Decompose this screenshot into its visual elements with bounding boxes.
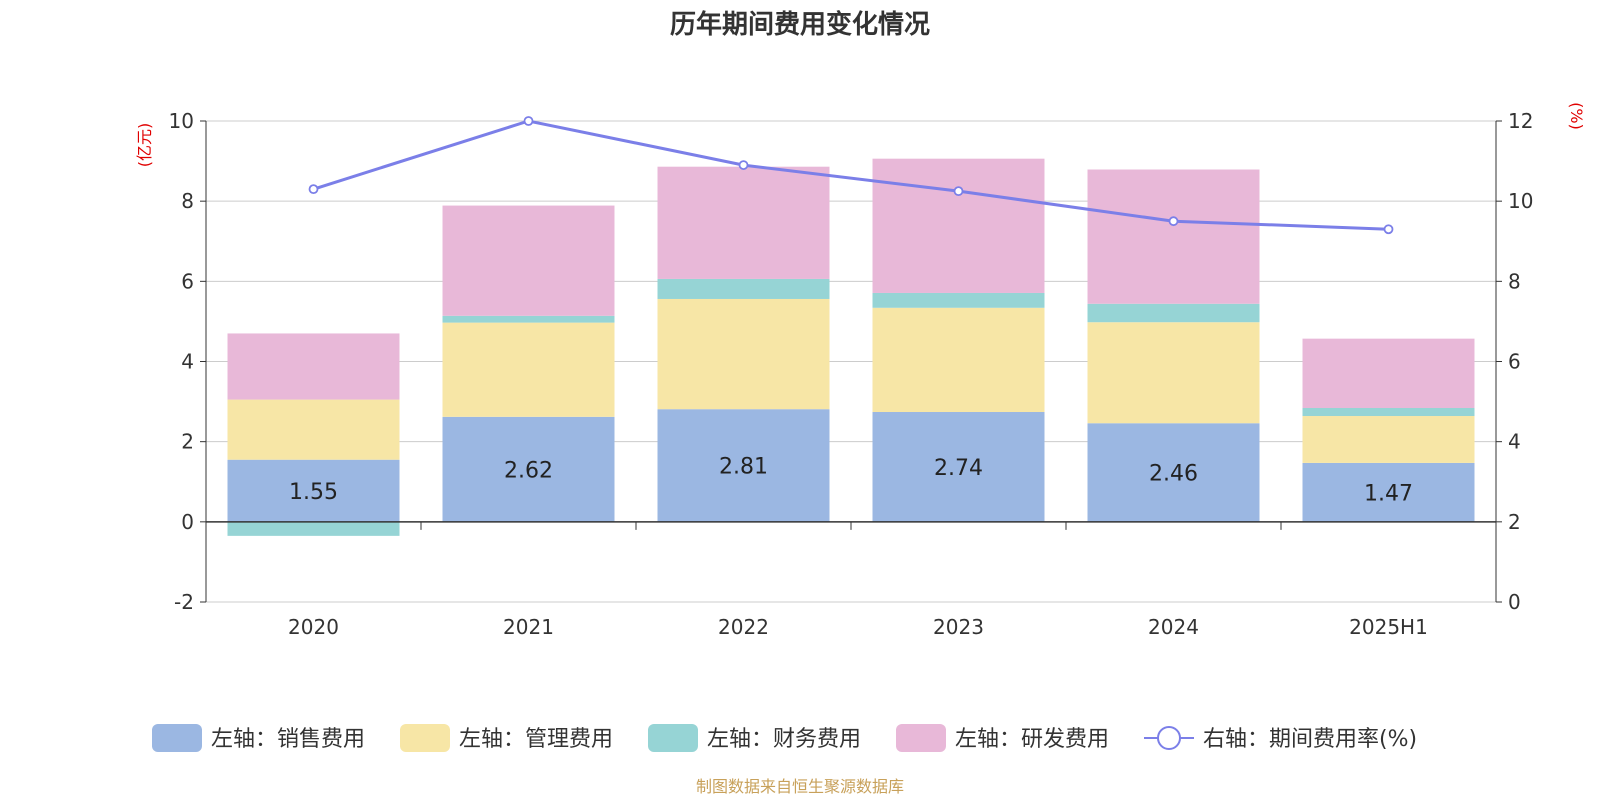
category-label: 2022: [718, 615, 769, 639]
bar-左轴：研发费用: [227, 333, 400, 400]
legend-swatch: [152, 724, 202, 752]
right-axis-name: (%): [1567, 102, 1586, 130]
right-tick-label: 8: [1508, 269, 1521, 293]
right-tick-label: 0: [1508, 590, 1521, 614]
line-point: [308, 184, 319, 195]
line-point: [953, 186, 964, 197]
bar-左轴：销售费用: [657, 409, 830, 522]
left-tick-label: 0: [181, 510, 194, 534]
legend-label: 左轴：管理费用: [459, 727, 613, 752]
bar-左轴：研发费用: [1087, 169, 1260, 304]
bar-value-label: 2.81: [719, 455, 768, 480]
bar-左轴：研发费用: [657, 166, 830, 279]
legend-label: 右轴：期间费用率(%): [1203, 727, 1417, 752]
bar-左轴：销售费用: [442, 416, 615, 522]
bar-左轴：管理费用: [227, 399, 400, 460]
legend-marker: [1157, 726, 1181, 750]
legend: 左轴：销售费用 左轴：管理费用 左轴：财务费用 左轴：研发费用 右轴：期间费用率(%): [152, 724, 1417, 752]
legend-label: 左轴：销售费用: [211, 727, 365, 752]
line-point: [1383, 224, 1394, 235]
bar-左轴：财务费用: [1302, 407, 1475, 417]
legend-swatch: [648, 724, 698, 752]
bar-左轴：销售费用: [1087, 423, 1260, 522]
right-tick-label: 10: [1508, 189, 1533, 213]
category-label: 2020: [288, 615, 339, 639]
bar-左轴：销售费用: [872, 412, 1045, 522]
chart-title: 历年期间费用变化情况: [670, 9, 930, 40]
left-tick-label: 2: [181, 430, 194, 454]
bar-value-label: 1.55: [289, 480, 338, 505]
bar-左轴：研发费用: [442, 205, 615, 316]
bar-左轴：管理费用: [872, 307, 1045, 413]
bar-左轴：财务费用: [442, 315, 615, 323]
category-label: 2024: [1148, 615, 1199, 639]
line-point: [1168, 216, 1179, 227]
bar-左轴：财务费用: [872, 292, 1045, 308]
right-tick-label: 4: [1508, 430, 1521, 454]
legend-swatch: [896, 724, 946, 752]
bar-左轴：管理费用: [1302, 416, 1475, 463]
bar-value-label: 2.74: [934, 456, 983, 481]
category-label: 2025H1: [1349, 615, 1428, 639]
bar-series: [227, 158, 1475, 536]
bar-左轴：销售费用: [1302, 462, 1475, 522]
bar-value-label: 2.46: [1149, 462, 1198, 487]
legend-label: 左轴：研发费用: [955, 727, 1109, 752]
line-point: [738, 160, 749, 170]
bar-左轴：研发费用: [1302, 338, 1475, 408]
left-axis-name: (亿元): [135, 123, 154, 168]
category-label: 2023: [933, 615, 984, 639]
right-tick-label: 12: [1508, 109, 1533, 133]
bar-左轴：销售费用: [227, 459, 400, 522]
left-tick-label: -2: [174, 590, 194, 614]
left-tick-label: 4: [181, 350, 194, 374]
bar-左轴：财务费用: [227, 521, 400, 536]
bar-左轴：管理费用: [657, 298, 830, 410]
bar-左轴：管理费用: [442, 322, 615, 417]
legend-swatch: [400, 724, 450, 752]
left-tick-label: 10: [169, 109, 194, 133]
bar-左轴：管理费用: [1087, 322, 1260, 424]
line-series: [308, 116, 1394, 235]
right-tick-label: 2: [1508, 510, 1521, 534]
bar-左轴：财务费用: [657, 278, 830, 299]
bar-左轴：财务费用: [1087, 303, 1260, 323]
bar-左轴：研发费用: [872, 158, 1045, 293]
category-label: 2021: [503, 615, 554, 639]
line-point: [523, 116, 534, 126]
bar-value-label: 1.47: [1364, 481, 1413, 506]
data-labels: 1.55 2.62 2.81 2.74 2.46 1.47: [289, 455, 1413, 507]
line-右轴：期间费用率(%): [313, 119, 1389, 231]
legend-label: 左轴：财务费用: [707, 727, 861, 752]
right-tick-label: 6: [1508, 350, 1521, 374]
grid-lines: [206, 120, 1496, 603]
left-tick-label: 8: [181, 189, 194, 213]
left-tick-label: 6: [181, 269, 194, 293]
bar-value-label: 2.62: [504, 458, 553, 483]
source-note: 制图数据来自恒生聚源数据库: [696, 777, 904, 796]
axes: -2 0 2 4 6 8 10 0 2 4 6 8 10 12 2020 2021 2022 2023 2024 20…: [169, 109, 1534, 639]
